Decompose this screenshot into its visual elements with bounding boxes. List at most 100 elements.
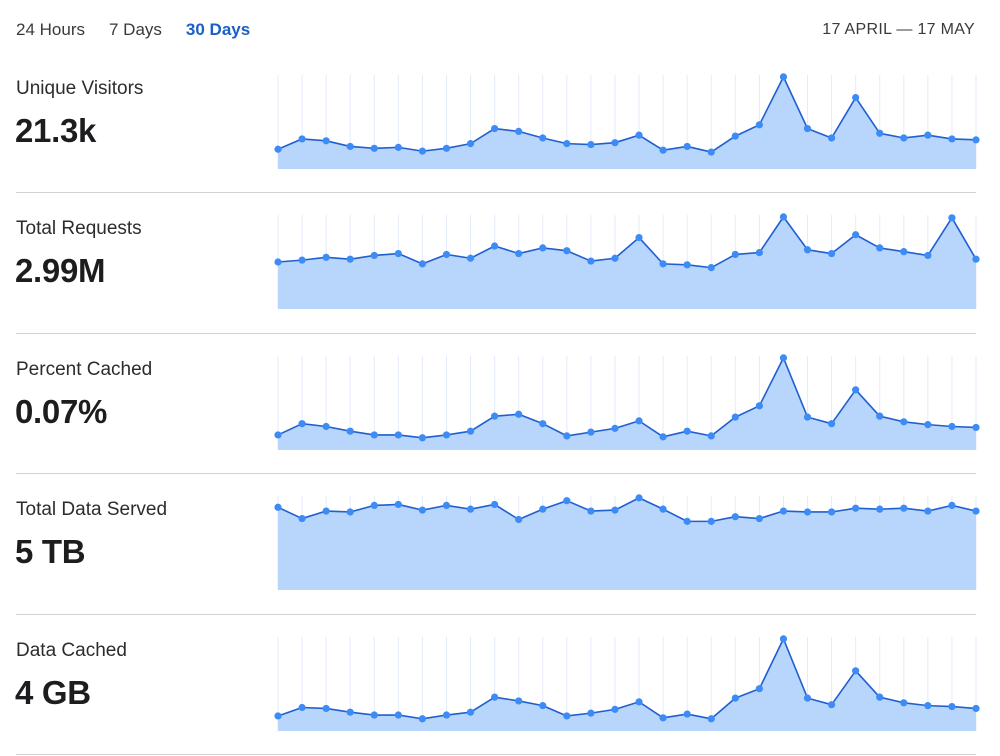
chart-point (611, 424, 619, 432)
chart-point (659, 433, 667, 441)
chart-point (394, 500, 402, 509)
chart-point (370, 251, 378, 260)
chart-point (442, 250, 451, 259)
chart-point (491, 500, 499, 509)
chart-point (659, 146, 667, 154)
metric-row-unique-visitors: Unique Visitors 21.3k (0, 53, 1000, 193)
chart-point (900, 699, 908, 707)
chart-point (827, 249, 836, 258)
chart-area (278, 76, 976, 169)
metric-value: 5 TB (15, 533, 86, 570)
chart-line (277, 357, 977, 439)
chart-point (394, 431, 402, 439)
tab-7-days[interactable]: 7 Days (108, 20, 162, 39)
chart-point (900, 418, 908, 426)
chart-point (972, 507, 980, 515)
chart-point (948, 214, 956, 222)
tab-30-days[interactable]: 30 Days (185, 20, 251, 39)
chart-point (972, 255, 980, 263)
chart-point (924, 702, 932, 710)
chart-line (277, 497, 977, 523)
row-divider (16, 754, 976, 755)
chart-point (876, 505, 884, 513)
chart-point (707, 517, 715, 525)
chart-point (611, 139, 619, 147)
chart-point (635, 494, 643, 502)
chart-point (876, 129, 884, 137)
chart-point (563, 712, 571, 720)
chart-point (322, 137, 330, 145)
sparkline-chart (274, 494, 980, 590)
chart-point (972, 136, 980, 144)
chart-point (683, 710, 691, 718)
chart-point (370, 711, 378, 719)
metric-label: Percent Cached (16, 359, 153, 380)
metric-row-total-data-served: Total Data Served 5 TB (0, 474, 1000, 614)
chart-point (900, 134, 908, 142)
chart-point (346, 255, 354, 263)
chart-point (370, 501, 378, 509)
metric-label: Data Cached (16, 640, 127, 661)
chart-point (731, 413, 739, 421)
chart-point (731, 513, 739, 521)
chart-point (827, 420, 836, 428)
chart-point (972, 704, 980, 713)
chart-point (563, 140, 571, 148)
chart-point (755, 402, 763, 410)
sparkline-chart (274, 354, 980, 450)
chart-point (442, 501, 451, 509)
tab-24-hours[interactable]: 24 Hours (16, 20, 85, 39)
time-range-bar: 24 Hours 7 Days 30 Days 17 APRIL — 17 MA… (0, 0, 1000, 58)
chart-point (900, 504, 908, 512)
chart-point (466, 505, 475, 513)
chart-line (277, 76, 977, 153)
chart-point (491, 412, 499, 420)
chart-point (659, 505, 667, 513)
chart-point (635, 233, 643, 242)
chart-point (803, 124, 812, 133)
sparkline-chart (274, 635, 980, 731)
chart-point (876, 412, 884, 420)
chart-point (563, 497, 571, 505)
chart-area (278, 216, 976, 309)
metric-value: 2.99M (15, 252, 106, 289)
chart-point (539, 420, 547, 428)
chart-point (322, 507, 330, 515)
row-divider (16, 333, 976, 334)
chart-point (924, 131, 932, 139)
metric-label: Total Requests (16, 218, 142, 239)
chart-point (298, 420, 306, 428)
chart-point (515, 697, 523, 705)
chart-point (394, 249, 402, 258)
chart-point (707, 148, 715, 156)
chart-point (948, 702, 956, 711)
chart-point (924, 421, 932, 429)
chart-point (755, 685, 763, 693)
row-divider (16, 192, 976, 193)
chart-point (635, 417, 643, 425)
chart-point (924, 251, 932, 260)
chart-point (491, 124, 499, 133)
chart-point (442, 144, 451, 152)
chart-point (370, 144, 378, 152)
chart-point (346, 142, 354, 151)
chart-point (539, 134, 547, 142)
chart-point (852, 231, 860, 239)
chart-point (418, 147, 427, 155)
chart-point (803, 508, 812, 516)
chart-point (418, 260, 427, 268)
chart-point (635, 131, 643, 139)
chart-point (876, 693, 884, 701)
chart-point (852, 504, 860, 512)
chart-point (683, 517, 691, 525)
chart-point (948, 501, 956, 509)
chart-point (346, 708, 354, 716)
chart-point (659, 260, 667, 268)
chart-point (779, 354, 788, 362)
chart-point (827, 134, 836, 142)
chart-point (972, 423, 980, 432)
chart-line (277, 216, 977, 269)
metric-value: 21.3k (15, 112, 97, 149)
chart-point (394, 143, 402, 151)
chart-point (731, 694, 739, 702)
